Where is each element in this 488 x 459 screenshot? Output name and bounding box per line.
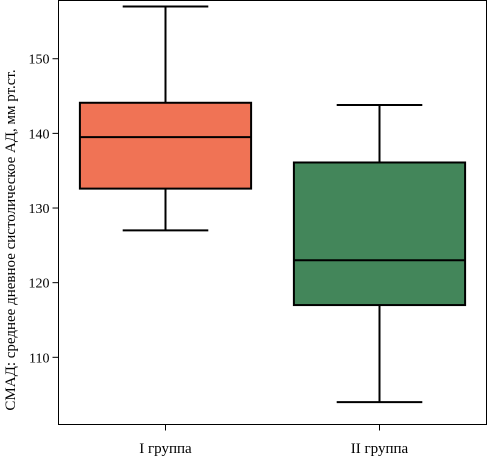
y-tick-label: 110 [29, 351, 49, 366]
plot-frame [58, 0, 487, 425]
x-axis-categories: I группа II группа [139, 424, 409, 457]
y-tick-label: 120 [29, 277, 50, 292]
y-tick-label: 130 [29, 202, 50, 217]
x-category-label: I группа [139, 441, 192, 457]
box-iqr [292, 161, 467, 307]
y-tick-label: 150 [29, 53, 50, 68]
y-tick-label: 140 [29, 127, 50, 142]
x-category-label: II группа [351, 441, 409, 457]
box-group [292, 104, 467, 404]
y-axis-ticks: 110 120 130 140 150 [29, 53, 59, 366]
boxes-layer [78, 5, 467, 404]
box-iqr [78, 101, 253, 190]
box-group [78, 5, 253, 232]
y-axis-label: СМАД: среднее дневное систолическое АД, … [3, 69, 19, 410]
